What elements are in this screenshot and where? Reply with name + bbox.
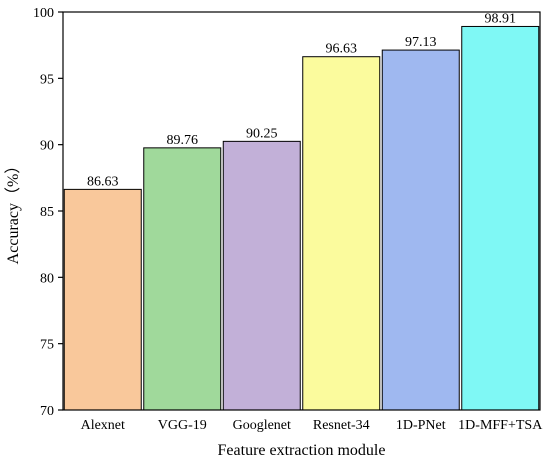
bar-1d-pnet	[381, 49, 460, 411]
x-axis-ticks: Alexnet VGG-19 Googlenet Resnet-34 1D-PNet 1D…	[81, 418, 544, 433]
bar-resnet-34	[302, 56, 381, 411]
y-tick-label: 100	[33, 6, 54, 21]
y-tick-label: 90	[40, 139, 54, 154]
y-tick-label: 95	[40, 72, 54, 87]
bar-googlenet	[222, 140, 301, 411]
y-tick-label: 75	[40, 338, 54, 353]
bar-value-label: 90.25	[246, 126, 278, 141]
bar-value-label: 96.63	[326, 42, 358, 57]
bar-value-label: 89.76	[167, 133, 199, 148]
bar-1d-mff-tsa	[461, 25, 540, 411]
bar-value-label: 86.63	[87, 174, 119, 189]
data-labels-group: 86.63 89.76 90.25 96.63 97.13 98.91	[87, 11, 516, 189]
bar-value-label: 98.91	[485, 11, 517, 26]
bars-group	[63, 25, 540, 411]
x-tick-label: 1D-PNet	[396, 418, 446, 433]
x-tick-label: Resnet-34	[313, 418, 370, 433]
bar-value-label: 97.13	[405, 35, 437, 50]
y-tick-label: 80	[40, 271, 54, 286]
x-axis-title: Feature extraction module	[218, 442, 386, 459]
bar-alexnet	[63, 188, 142, 411]
y-tick-label: 85	[40, 205, 54, 220]
y-axis-ticks: 70 75 80 85 90 95 100	[33, 6, 63, 419]
bar-vgg-19	[143, 147, 222, 411]
y-tick-label: 70	[40, 404, 54, 419]
x-tick-label: Alexnet	[81, 418, 125, 433]
x-tick-label: Googlenet	[233, 418, 291, 433]
x-tick-label: VGG-19	[158, 418, 207, 433]
x-tick-label: 1D-MFF+TSA	[458, 418, 543, 433]
y-axis-title: Accuracy（%）	[4, 158, 22, 265]
